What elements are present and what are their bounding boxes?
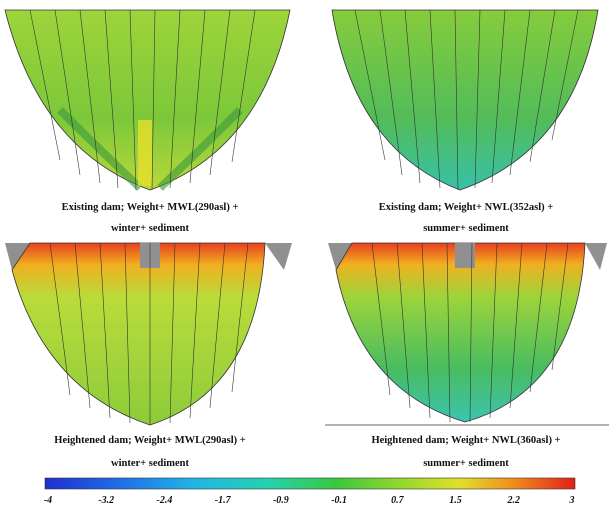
caption: Existing dam; Weight+ MWL(290asl) + bbox=[62, 202, 239, 213]
colorbar-tick-label: -1.7 bbox=[215, 495, 232, 506]
dam-panel bbox=[5, 10, 290, 190]
dam-panel bbox=[325, 243, 609, 425]
caption: summer+ sediment bbox=[423, 223, 509, 234]
colorbar-tick-label: -3.2 bbox=[98, 495, 114, 506]
figure: Existing dam; Weight+ MWL(290asl) + wint… bbox=[0, 0, 609, 511]
colorbar-tick-label: 1.5 bbox=[449, 495, 462, 506]
dam-panel bbox=[332, 10, 598, 190]
colorbar-tick-label: 3 bbox=[569, 495, 575, 506]
colorbar bbox=[45, 478, 575, 489]
colorbar-tick-label: -0.9 bbox=[273, 495, 289, 506]
colorbar-tick-label: -0.1 bbox=[331, 495, 347, 506]
caption: winter+ sediment bbox=[111, 223, 190, 234]
caption: summer+ sediment bbox=[423, 458, 509, 469]
caption: Heightened dam; Weight+ MWL(290asl) + bbox=[54, 435, 245, 446]
caption: Existing dam; Weight+ NWL(352asl) + bbox=[379, 202, 554, 213]
colorbar-tick-label: 0.7 bbox=[391, 495, 405, 506]
caption: winter+ sediment bbox=[111, 458, 190, 469]
colorbar-tick-label: 2.2 bbox=[507, 495, 521, 506]
caption: Heightened dam; Weight+ NWL(360asl) + bbox=[371, 435, 560, 446]
colorbar-tick-label: -4 bbox=[44, 495, 52, 506]
colorbar-ticks: -4 -3.2 -2.4 -1.7 -0.9 -0.1 0.7 1.5 2.2 3 bbox=[44, 495, 575, 506]
colorbar-tick-label: -2.4 bbox=[157, 495, 173, 506]
dam-panel bbox=[5, 243, 292, 425]
